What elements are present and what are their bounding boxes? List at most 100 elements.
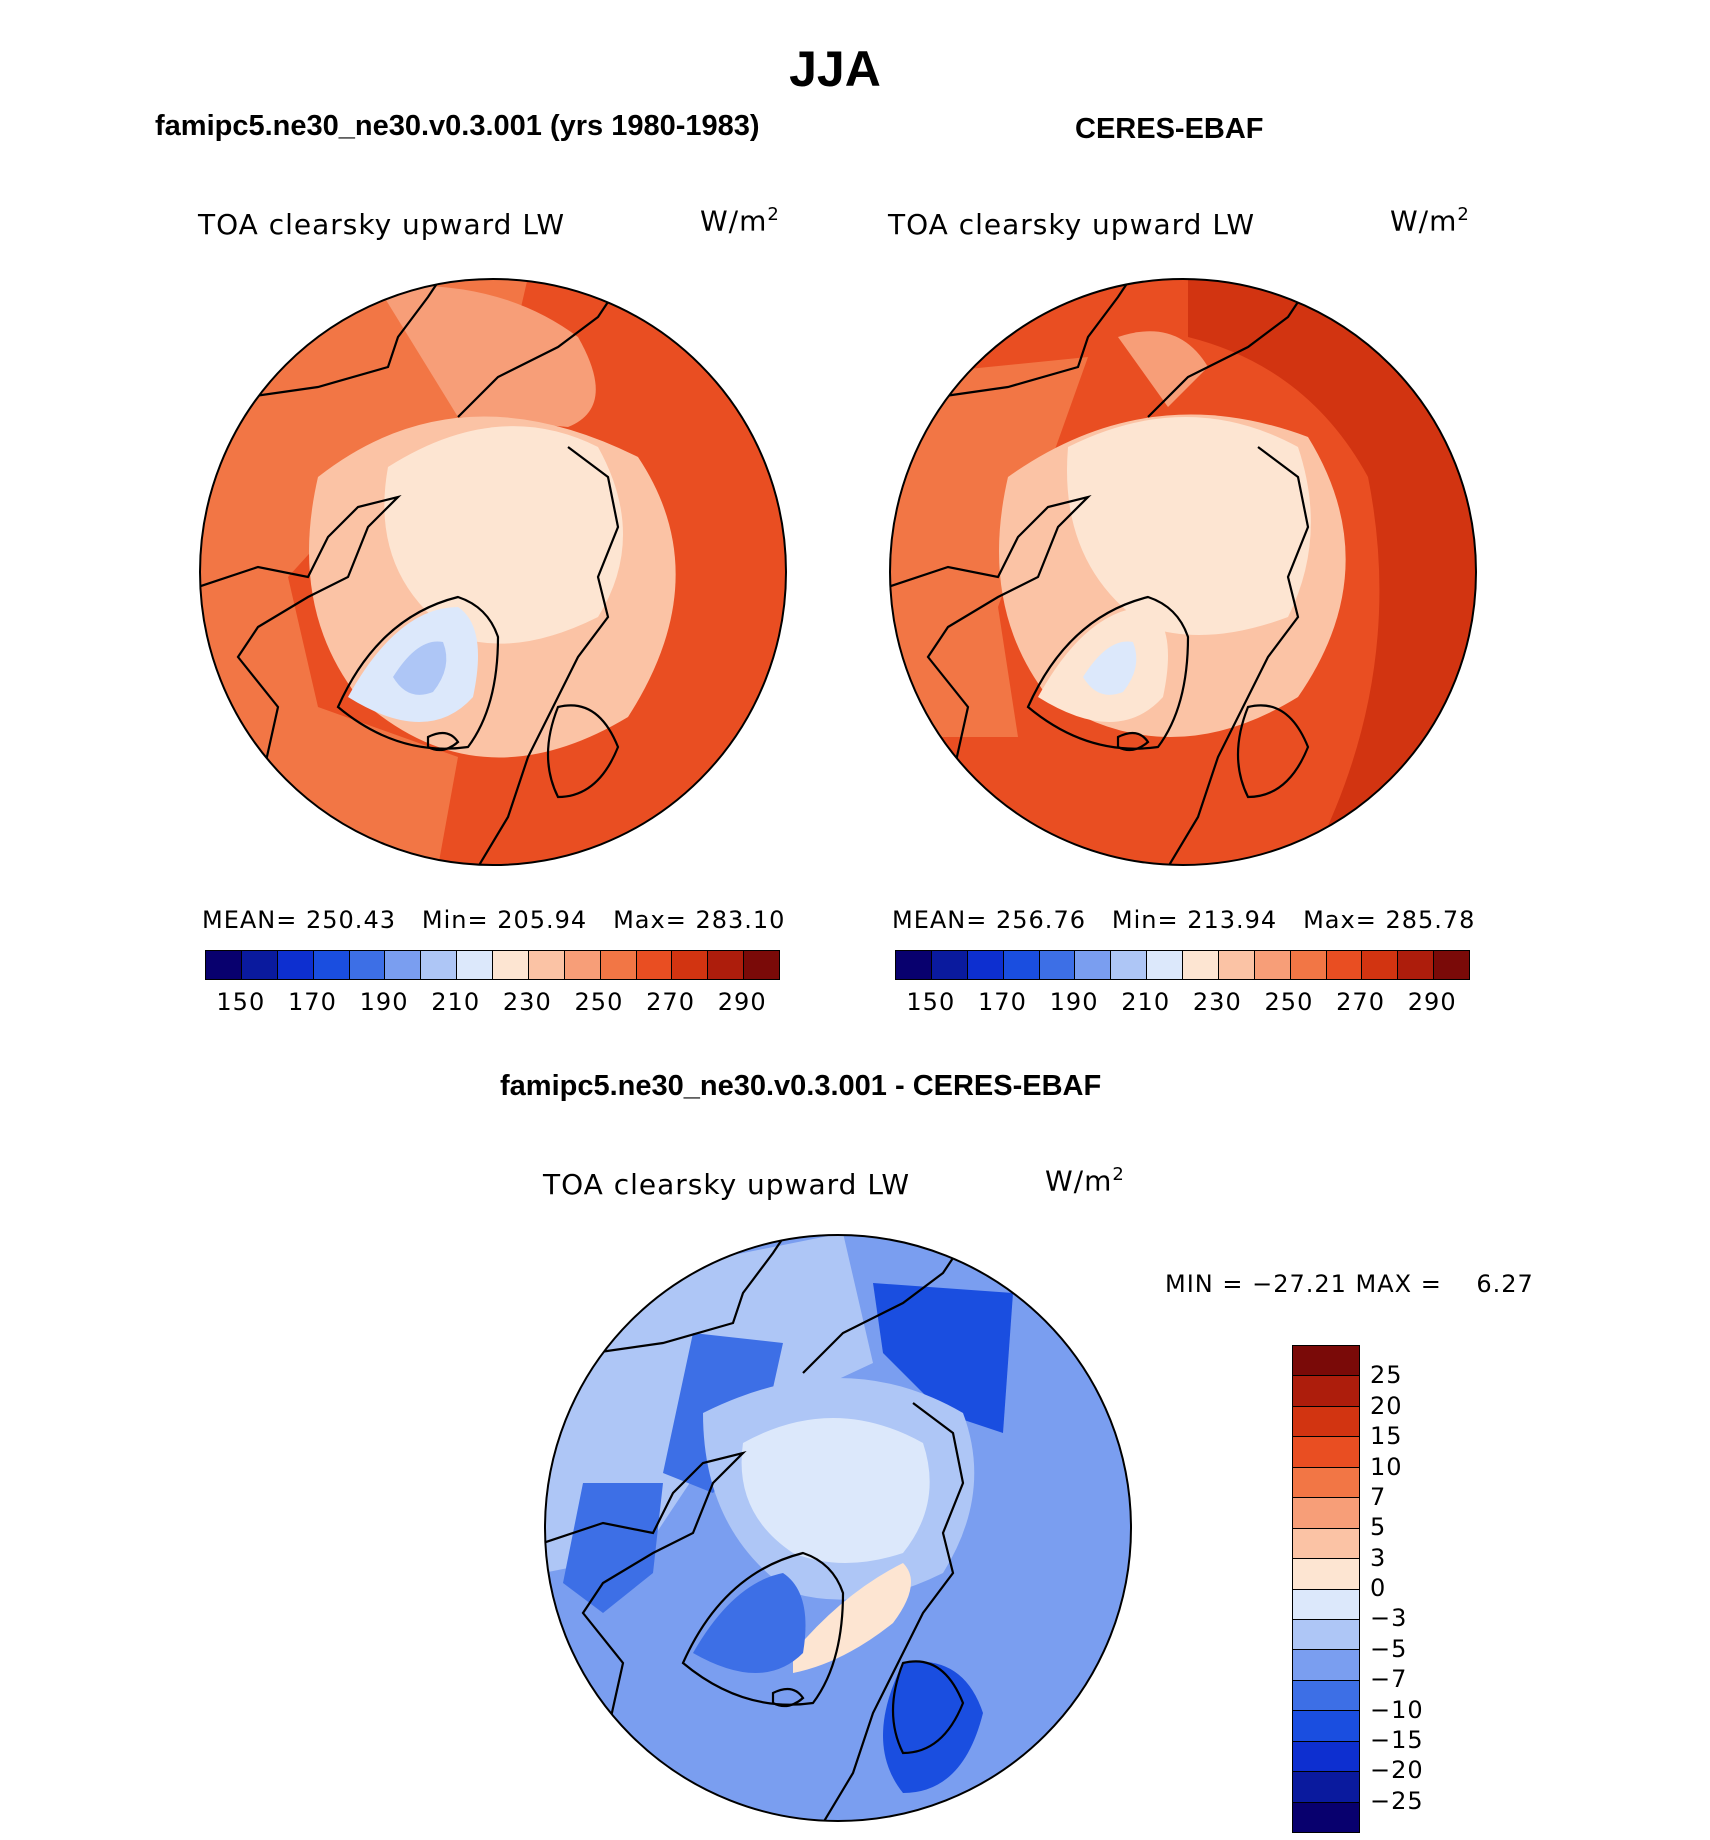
colorbar-swatch [1293,1406,1359,1438]
colorbar-swatch [206,951,242,979]
colorbar-swatch [385,951,422,979]
colorbar-swatch [1003,951,1040,979]
colorbar-swatch [1183,951,1219,979]
colorbar-swatch [672,951,709,979]
diff-field-baffin [563,1483,663,1613]
colorbar-swatch [493,951,529,979]
model-coastline-siberia [457,286,619,418]
model-field-north [378,285,596,427]
obs-panel-title: CERES-EBAF [1075,113,1264,145]
model-colorbar-ticks: 150 170 190 210 230 250 270 290 [205,988,778,1018]
colorbar-swatch [1398,951,1435,979]
colorbar-swatch [1293,1528,1359,1560]
colorbar-tick-label: 210 [1121,988,1171,1016]
diff-coastline-eurasia [822,1402,965,1821]
colorbar-tick-label: −5 [1370,1634,1408,1663]
obs-coastline-eurasia [1167,446,1310,865]
colorbar-tick-label: 150 [216,988,266,1016]
diff-colorbar-ticks: 25 20 15 10 7 5 3 0 −3 −5 −7 −10 −15 −20 −25 [1370,1345,1450,1831]
obs-coastline-siberia [1147,286,1309,418]
colorbar-tick-label: 150 [906,988,956,1016]
colorbar-tick-label: 170 [288,988,337,1016]
diff-variable-label: TOA clearsky upward LW [543,1168,911,1201]
diff-polar-map [544,1234,1132,1822]
colorbar-tick-label: 5 [1370,1513,1387,1542]
colorbar-swatch [1293,1772,1359,1803]
colorbar-swatch [528,951,565,979]
colorbar-swatch [1293,1376,1359,1407]
diff-panel-title: famipc5.ne30_ne30.v0.3.001 - CERES-EBAF [500,1070,1102,1102]
model-colorbar [205,950,780,980]
diff-field-positive-anomaly [793,1563,911,1673]
colorbar-swatch [1254,951,1291,979]
colorbar-swatch [1039,951,1076,979]
colorbar-tick-label: 3 [1370,1543,1387,1572]
colorbar-swatch [967,951,1004,979]
colorbar-swatch [1147,951,1183,979]
model-polar-map [199,278,787,866]
diff-coastline-siberia [802,1242,964,1374]
colorbar-tick-label: 15 [1370,1422,1403,1451]
colorbar-swatch [1293,1559,1359,1590]
colorbar-swatch [708,951,745,979]
colorbar-tick-label: −7 [1370,1665,1408,1694]
model-stats: MEAN= 250.43 Min= 205.94 Max= 283.10 [202,906,786,934]
model-coastline-eurasia [477,446,620,865]
colorbar-swatch [313,951,350,979]
model-units-label: W/m2 [700,204,780,238]
colorbar-swatch [1293,1619,1359,1651]
diff-min-max: MIN = −27.21 MAX = 6.27 [1165,1270,1534,1298]
obs-colorbar [895,950,1470,980]
colorbar-tick-label: −10 [1370,1695,1424,1724]
model-coastline-canada [200,494,402,798]
obs-map-boundary [889,278,1477,866]
diff-field-greenland [693,1573,806,1673]
colorbar-tick-label: −15 [1370,1725,1424,1754]
colorbar-swatch [1293,1467,1359,1499]
colorbar-swatch [564,951,601,979]
model-coastline-greenland [336,595,500,750]
diff-map-boundary [544,1234,1132,1822]
model-variable-label: TOA clearsky upward LW [198,208,566,241]
obs-field-north [1118,331,1208,407]
colorbar-swatch [1293,1711,1359,1742]
colorbar-tick-label: 20 [1370,1391,1403,1420]
colorbar-swatch [457,951,493,979]
obs-coastline-iceland [1116,731,1150,752]
diff-units-label: W/m2 [1045,1164,1125,1198]
model-coastline-alaska [247,281,439,399]
obs-field-greenland-core [1083,641,1137,695]
colorbar-swatch [744,951,779,979]
colorbar-swatch [421,951,458,979]
colorbar-tick-label: 270 [1336,988,1385,1016]
colorbar-swatch [1293,1650,1359,1681]
diff-coastline-alaska [592,1237,784,1355]
model-field-greenland-core [393,641,447,695]
colorbar-tick-label: 170 [978,988,1027,1016]
colorbar-swatch [241,951,278,979]
obs-variable-label: TOA clearsky upward LW [888,208,1256,241]
figure-title: JJA [789,41,881,97]
colorbar-swatch [349,951,386,979]
obs-colorbar-ticks: 150 170 190 210 230 250 270 290 [895,988,1468,1018]
colorbar-swatch [1111,951,1148,979]
colorbar-tick-label: 10 [1370,1452,1403,1481]
obs-coastline-alaska [937,281,1129,399]
colorbar-tick-label: 25 [1370,1361,1403,1390]
colorbar-swatch [1218,951,1255,979]
diff-coastline-scandinavia [891,1660,965,1755]
colorbar-tick-label: 210 [431,988,481,1016]
colorbar-tick-label: 190 [1049,988,1099,1016]
diff-coastline-greenland [681,1551,845,1706]
colorbar-tick-label: 190 [359,988,409,1016]
colorbar-tick-label: 0 [1370,1574,1387,1602]
obs-coastline-greenland [1026,595,1190,750]
colorbar-swatch [1293,1741,1359,1773]
obs-polar-map [889,278,1477,866]
colorbar-swatch [1293,1802,1359,1832]
obs-field-hot [1188,279,1476,865]
colorbar-swatch [1293,1437,1359,1468]
colorbar-tick-label: 250 [1264,988,1314,1016]
colorbar-swatch [277,951,314,979]
model-map-boundary [199,278,787,866]
